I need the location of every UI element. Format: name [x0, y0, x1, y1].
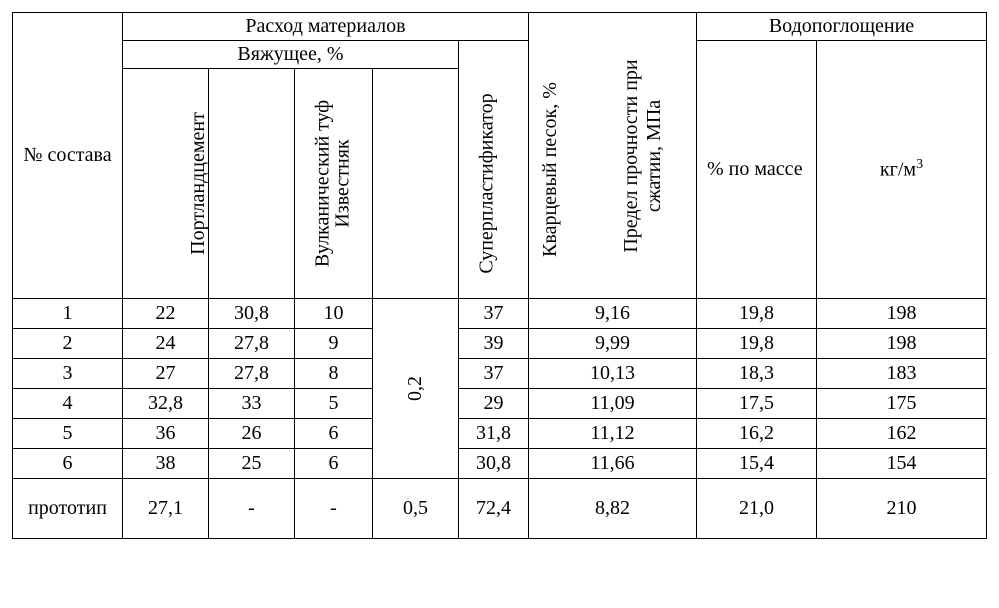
cell-superplast: 0,5 — [373, 479, 459, 539]
header-superplast: Суперпластификатор — [373, 69, 459, 299]
table-row: 4 32,8 33 5 29 11,09 17,5 175 — [13, 389, 987, 419]
cell-superplast-merged: 0,2 — [373, 299, 459, 479]
cell-id: прототип — [13, 479, 123, 539]
header-water-abs: Водопоглощение — [697, 13, 987, 41]
cell-strength: 9,16 — [529, 299, 697, 329]
table-row: 1 22 30,8 10 0,2 37 9,16 19,8 198 — [13, 299, 987, 329]
cell-wp-pct: 21,0 — [697, 479, 817, 539]
cell-strength: 8,82 — [529, 479, 697, 539]
table-row: 6 38 25 6 30,8 11,66 15,4 154 — [13, 449, 987, 479]
cell-wp-kgm3: 210 — [817, 479, 987, 539]
cell-limestone: 10 — [295, 299, 373, 329]
table-row: 3 27 27,8 8 37 10,13 18,3 183 — [13, 359, 987, 389]
header-limestone: Известняк — [295, 69, 373, 299]
cell-limestone: - — [295, 479, 373, 539]
table-row-prototype: прототип 27,1 - - 0,5 72,4 8,82 21,0 210 — [13, 479, 987, 539]
table-row: 5 36 26 6 31,8 11,12 16,2 162 — [13, 419, 987, 449]
cell-tuff: 30,8 — [209, 299, 295, 329]
header-binder: Вяжущее, % — [123, 41, 459, 69]
cell-sand: 37 — [459, 299, 529, 329]
cell-id: 1 — [13, 299, 123, 329]
header-id: № состава — [13, 13, 123, 299]
header-tuff: Вулканический туф — [209, 69, 295, 299]
cell-sand: 72,4 — [459, 479, 529, 539]
cell-wp-kgm3: 198 — [817, 299, 987, 329]
header-wp-kgm3: кг/м3 — [817, 41, 987, 299]
table-row: 2 24 27,8 9 39 9,99 19,8 198 — [13, 329, 987, 359]
cell-portland: 22 — [123, 299, 209, 329]
materials-table: № состава Расход материалов Предел прочн… — [12, 12, 987, 539]
cell-tuff: - — [209, 479, 295, 539]
cell-wp-pct: 19,8 — [697, 299, 817, 329]
header-materials: Расход материалов — [123, 13, 529, 41]
header-wp-pct: % по массе — [697, 41, 817, 299]
header-portland: Портландцемент — [123, 69, 209, 299]
cell-portland: 27,1 — [123, 479, 209, 539]
